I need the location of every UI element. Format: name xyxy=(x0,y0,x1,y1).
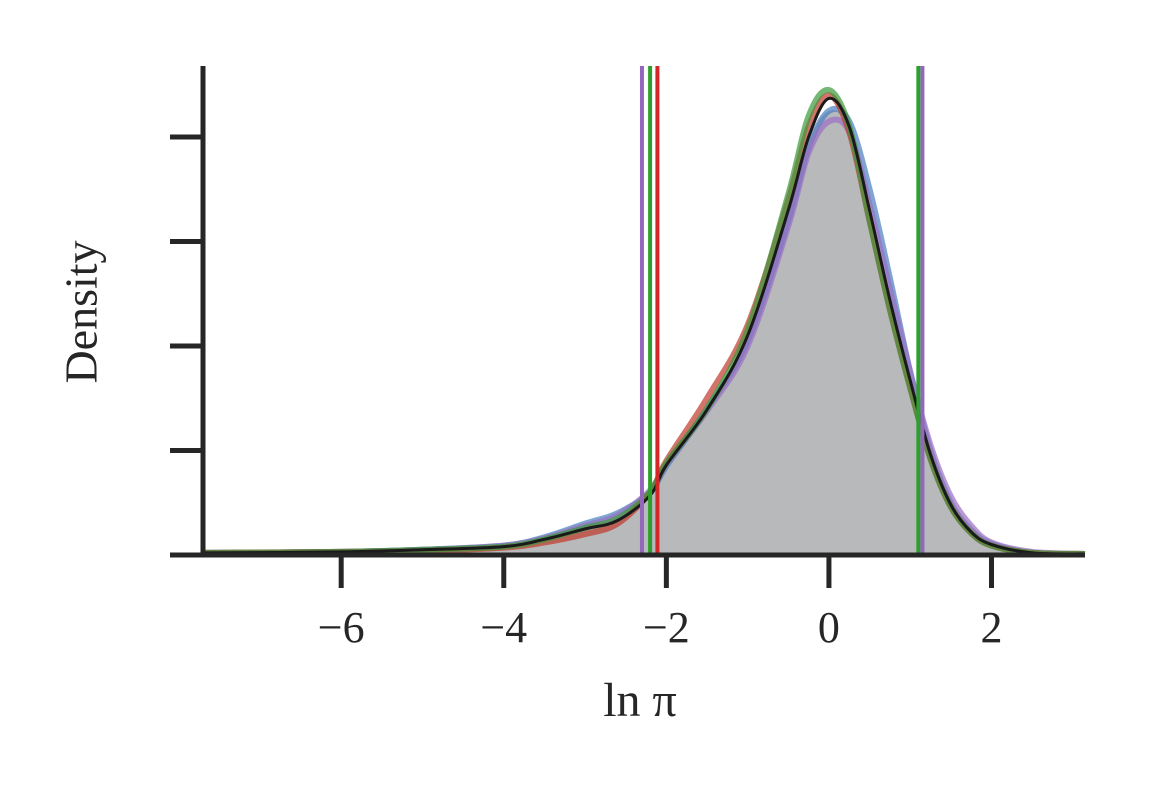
x-tick-label: −6 xyxy=(318,603,365,652)
density-line xyxy=(202,96,1086,556)
density-line xyxy=(202,86,1086,557)
x-tick-label: 0 xyxy=(818,603,840,652)
density-line xyxy=(202,105,1086,558)
density-line xyxy=(202,92,1086,557)
x-tick-label: 2 xyxy=(981,603,1003,652)
x-tick-label: −2 xyxy=(643,603,690,652)
density-line xyxy=(202,116,1086,557)
y-axis-label: Density xyxy=(56,240,107,383)
density-area xyxy=(203,110,1085,556)
x-axis-label: ln π xyxy=(603,674,677,727)
x-tick-label: −4 xyxy=(480,603,527,652)
